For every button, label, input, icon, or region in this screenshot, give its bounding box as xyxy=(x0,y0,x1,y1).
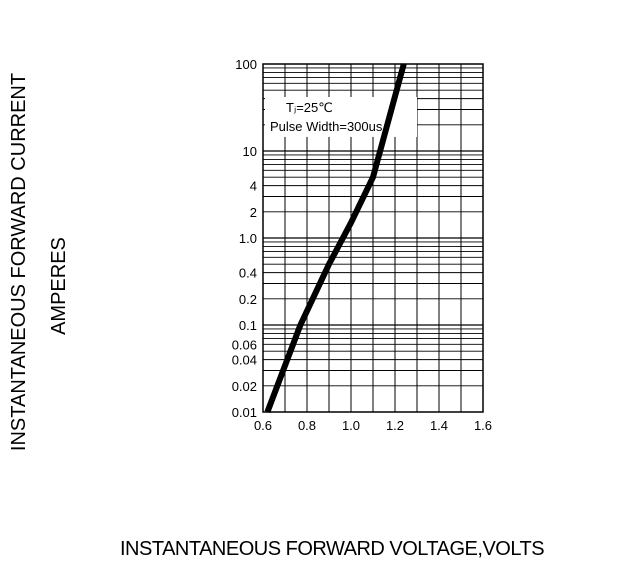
y-tick-label: 0.4 xyxy=(239,266,257,281)
y-tick-label: 100 xyxy=(235,57,257,72)
x-tick-label: 0.6 xyxy=(254,418,272,433)
series-point xyxy=(403,63,405,65)
series-line xyxy=(264,63,407,414)
series-point xyxy=(299,324,301,326)
y-tick-label: 2 xyxy=(250,205,257,220)
y-tick-label: 10 xyxy=(243,144,257,159)
x-tick-label: 1.4 xyxy=(430,418,448,433)
y-tick-label: 4 xyxy=(250,179,257,194)
y-tick-label: 1.0 xyxy=(239,231,257,246)
y-tick-label: 0.2 xyxy=(239,292,257,307)
y-axis-label-line2: AMPERES xyxy=(48,237,70,335)
plot-frame xyxy=(262,63,484,413)
annotation-pulse-width: Pulse Width=300us xyxy=(270,119,383,134)
series-point xyxy=(266,411,268,413)
series-point xyxy=(350,222,352,224)
y-tick-label: 0.02 xyxy=(232,379,257,394)
x-tick-labels: 0.6 0.8 1.0 1.2 1.4 1.6 xyxy=(254,418,492,433)
x-axis-label: INSTANTANEOUS FORWARD VOLTAGE,VOLTS xyxy=(120,538,545,560)
x-tick-label: 1.6 xyxy=(474,418,492,433)
x-tick-label: 1.0 xyxy=(342,418,360,433)
y-axis-label: INSTANTANEOUS FORWARD CURRENT AMPERES xyxy=(0,0,90,568)
y-tick-label: 0.04 xyxy=(232,353,257,368)
x-tick-label: 0.8 xyxy=(298,418,316,433)
y-axis-label-line1: INSTANTANEOUS FORWARD CURRENT xyxy=(8,72,30,452)
y-tick-label: 0.01 xyxy=(232,405,257,420)
series-point xyxy=(328,263,330,265)
annotation-temperature: Tⱼ=25℃ xyxy=(286,100,333,115)
series-point xyxy=(372,176,374,178)
y-tick-labels: 100 10 4 2 1.0 0.4 0.2 0.1 0.060.04 0.02 0.01 xyxy=(232,57,257,420)
x-tick-label: 1.2 xyxy=(386,418,404,433)
y-tick-label: 0.1 xyxy=(239,318,257,333)
y-tick-label: 0.06 xyxy=(232,337,257,352)
series-group xyxy=(264,63,407,414)
